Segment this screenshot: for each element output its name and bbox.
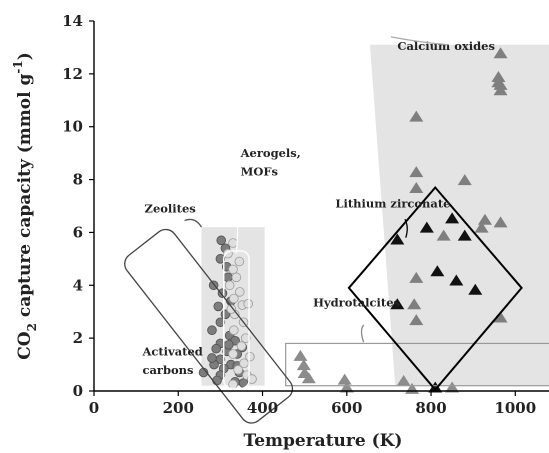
hydrotalcite-point xyxy=(337,373,352,385)
mof-point xyxy=(236,341,247,351)
y-tick-label: 6 xyxy=(73,223,83,241)
y-axis-title-part: capture capacity (mmol g xyxy=(15,74,35,324)
mof-point xyxy=(226,304,237,314)
annotation-calcium-oxides: Calcium oxides xyxy=(397,39,495,53)
lithium-zirconate-region-outline xyxy=(347,185,523,392)
hydrotalcite-point xyxy=(339,381,354,393)
lithium-zirconate-point xyxy=(449,274,464,286)
calcium-oxide-point xyxy=(474,221,489,233)
mof-point xyxy=(224,280,235,291)
calcium-oxide-point xyxy=(409,182,424,193)
axes-layer: 0 200 400 600 800 1000 0 2 4 6 8 10 12 14 xyxy=(62,12,549,417)
x-tick-label: 600 xyxy=(331,399,362,417)
annotation-activated-1: Activated xyxy=(141,344,202,358)
x-tick-label: 800 xyxy=(415,399,446,417)
calcium-oxide-point xyxy=(493,47,508,59)
hydrotalcite-point xyxy=(445,381,460,393)
zeolite-point xyxy=(207,325,217,336)
annotation-activated-2: carbons xyxy=(142,363,193,377)
annotation-zeolites: Zeolites xyxy=(145,202,196,216)
calcium-oxide-point xyxy=(409,166,424,178)
zeolite-point xyxy=(211,343,221,354)
zeolite-point xyxy=(215,254,226,264)
mof-point xyxy=(229,293,239,304)
y-tick-label: 4 xyxy=(73,276,83,294)
lithium-zirconate-point xyxy=(428,381,443,393)
mof-point xyxy=(231,272,242,283)
x-tick-label: 0 xyxy=(89,399,99,417)
mof-point xyxy=(243,298,253,309)
x-axis-title: Temperature (K) xyxy=(244,431,403,451)
lithium-zirconate-point xyxy=(468,283,483,295)
zeolite-point xyxy=(216,235,227,246)
calcium-oxide-point xyxy=(457,174,472,186)
calcium-oxide-point xyxy=(409,271,424,283)
calcium-oxide-point xyxy=(409,110,424,122)
y-tick-label: 8 xyxy=(73,171,83,189)
y-tick-label: 2 xyxy=(73,329,83,347)
y-tick-label: 14 xyxy=(62,12,83,30)
lithium-zirconate-point xyxy=(419,221,434,233)
zeolite-point xyxy=(217,288,228,299)
y-tick-label: 12 xyxy=(62,65,83,83)
calcium-oxide-point xyxy=(436,229,451,241)
mof-point xyxy=(229,325,239,336)
y-tick-label: 0 xyxy=(73,382,83,400)
hydrotalcite-point xyxy=(301,372,316,384)
hydrotalcites-region-outline xyxy=(285,342,549,387)
mof-point xyxy=(247,374,257,384)
mof-point xyxy=(234,256,245,267)
x-tick-label: 1000 xyxy=(494,399,536,417)
lithium-zirconate-point xyxy=(390,233,405,245)
annotation-aerogels: Aerogels, xyxy=(240,146,301,160)
lithium-zirconate-arrow xyxy=(404,218,408,238)
lithium-zirconate-point xyxy=(430,265,445,277)
mof-point xyxy=(228,264,238,275)
zeolite-point xyxy=(215,317,226,328)
annotation-arrow-layer xyxy=(184,36,448,343)
calcium-oxide-point xyxy=(407,298,422,310)
y-tick-label: 10 xyxy=(62,118,83,136)
zeolite-point xyxy=(212,375,222,386)
annotation-lithium-zirconate: Lithium zirconate xyxy=(335,196,450,210)
calcium-oxide-point xyxy=(493,216,508,228)
y-axis-title-superscript: -1 xyxy=(11,60,25,73)
mof-point xyxy=(240,333,251,343)
mof-point xyxy=(245,351,255,362)
lithium-zirconate-point xyxy=(390,298,405,310)
zeolite-point xyxy=(207,353,217,363)
calcium-oxide-point xyxy=(409,314,424,326)
y-axis-title-subscript: 2 xyxy=(25,323,39,331)
lithium-zirconate-point xyxy=(457,229,472,241)
hydrotalcites-arrow xyxy=(360,324,365,343)
y-axis-title: CO2 capture capacity (mmol g-1) xyxy=(11,52,39,360)
lithium-zirconate-point xyxy=(445,212,460,224)
annotation-mofs: MOFs xyxy=(241,165,278,179)
y-axis-title-part: ) xyxy=(15,52,35,60)
annotation-layer: Calcium oxides Zeolites Aerogels, MOFs Lithi… xyxy=(141,39,494,377)
calcium-oxide-point xyxy=(493,311,508,323)
x-tick-label: 200 xyxy=(163,399,194,417)
zeolites-arrow xyxy=(184,218,202,228)
mof-point xyxy=(228,238,238,248)
zeolite-point xyxy=(223,272,233,283)
hydrotalcite-point xyxy=(296,359,311,371)
mof-point xyxy=(234,287,245,297)
hydrotalcite-point xyxy=(396,374,411,386)
zeolite-point xyxy=(213,301,224,312)
activated-carbons-region-outline xyxy=(124,228,294,424)
hydrotalcite-point xyxy=(293,349,308,361)
annotation-hydrotalcites: Hydrotalcites xyxy=(313,295,400,309)
y-axis-title-part: CO xyxy=(15,331,35,360)
mof-point xyxy=(228,349,238,359)
mof-point xyxy=(233,365,243,375)
calcium-oxide-point xyxy=(493,84,508,96)
mofs-arrow xyxy=(234,197,239,254)
zeolite-point xyxy=(224,339,234,350)
x-tick-label: 400 xyxy=(247,399,278,417)
calcium-oxides-arrow xyxy=(390,36,448,46)
